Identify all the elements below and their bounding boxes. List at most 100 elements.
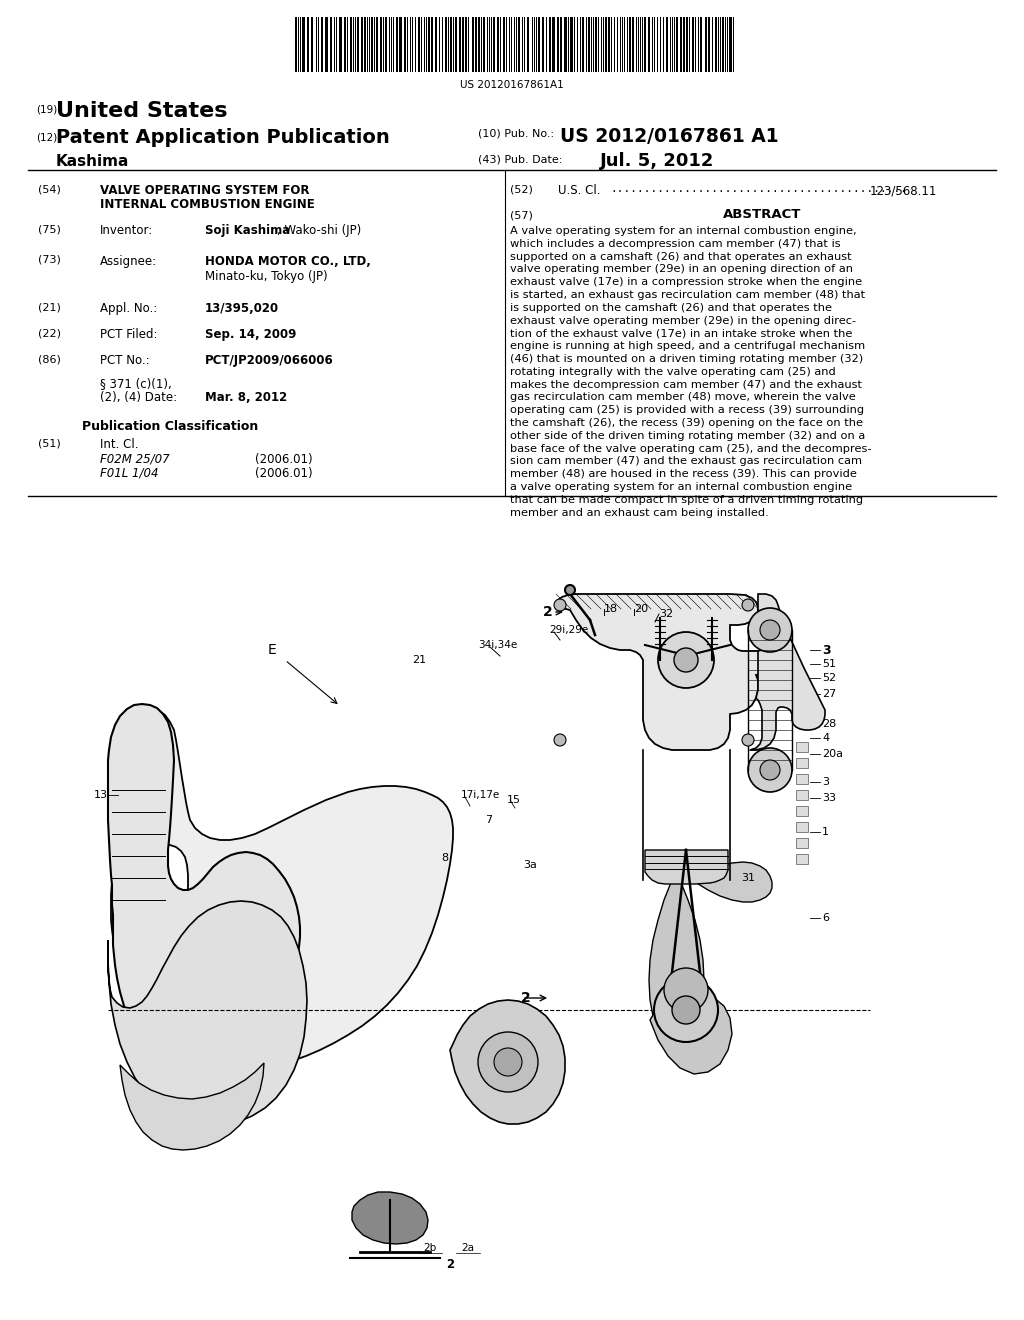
Text: Minato-ku, Tokyo (JP): Minato-ku, Tokyo (JP): [205, 271, 328, 282]
Text: 2a: 2a: [462, 1243, 474, 1253]
Bar: [493, 17, 495, 73]
Polygon shape: [352, 1192, 428, 1243]
Bar: [385, 17, 387, 73]
Bar: [440, 17, 442, 73]
Bar: [512, 17, 514, 73]
Text: (12): (12): [36, 132, 57, 143]
Bar: [668, 17, 670, 73]
Bar: [655, 17, 657, 73]
Text: (2006.01): (2006.01): [255, 467, 312, 480]
Bar: [658, 17, 660, 73]
Bar: [584, 17, 586, 73]
Bar: [540, 17, 542, 73]
Circle shape: [742, 599, 754, 611]
Circle shape: [565, 585, 575, 595]
Bar: [404, 17, 406, 73]
Text: member and an exhaust cam being installed.: member and an exhaust cam being installe…: [510, 508, 769, 517]
Text: Jul. 5, 2012: Jul. 5, 2012: [600, 152, 715, 170]
Bar: [549, 17, 551, 73]
Text: 3: 3: [822, 644, 830, 656]
Text: 28: 28: [822, 719, 837, 729]
Bar: [399, 17, 402, 73]
Text: Assignee:: Assignee:: [100, 255, 157, 268]
Text: 7: 7: [485, 814, 493, 825]
Bar: [662, 17, 663, 73]
Text: operating cam (25) is provided with a recess (39) surrounding: operating cam (25) is provided with a re…: [510, 405, 864, 416]
Bar: [457, 17, 459, 73]
Text: (22): (22): [38, 327, 61, 338]
Polygon shape: [120, 1063, 264, 1150]
Bar: [478, 17, 480, 73]
Text: 4: 4: [822, 733, 829, 743]
Text: (21): (21): [38, 302, 60, 312]
Bar: [359, 17, 361, 73]
Polygon shape: [450, 1001, 565, 1125]
Text: 8: 8: [441, 853, 449, 863]
Circle shape: [654, 978, 718, 1041]
Bar: [696, 17, 698, 73]
Bar: [796, 838, 808, 847]
Bar: [538, 17, 540, 73]
Bar: [618, 17, 620, 73]
Bar: [344, 17, 346, 73]
Text: 32: 32: [659, 609, 673, 619]
Text: 29i,29e: 29i,29e: [549, 624, 588, 635]
Bar: [544, 17, 546, 73]
Circle shape: [748, 748, 792, 792]
Text: United States: United States: [56, 102, 227, 121]
Bar: [562, 17, 564, 73]
Text: PCT/JP2009/066006: PCT/JP2009/066006: [205, 354, 334, 367]
Bar: [634, 17, 636, 73]
Bar: [472, 17, 474, 73]
Text: INTERNAL COMBUSTION ENGINE: INTERNAL COMBUSTION ENGINE: [100, 198, 314, 211]
Bar: [520, 17, 522, 73]
Bar: [676, 17, 678, 73]
Text: 34i,34e: 34i,34e: [478, 640, 517, 649]
Bar: [465, 17, 467, 73]
Text: 27: 27: [822, 689, 837, 700]
Bar: [629, 17, 631, 73]
Bar: [350, 17, 352, 73]
Text: (2), (4) Date:: (2), (4) Date:: [100, 391, 177, 404]
Bar: [608, 17, 610, 73]
Text: PCT Filed:: PCT Filed:: [100, 327, 158, 341]
Bar: [542, 17, 544, 73]
Text: 3: 3: [822, 777, 829, 787]
Bar: [332, 17, 334, 73]
Bar: [357, 17, 359, 73]
Bar: [615, 17, 617, 73]
Text: ABSTRACT: ABSTRACT: [723, 209, 801, 220]
Bar: [729, 17, 732, 73]
Bar: [462, 17, 464, 73]
Bar: [666, 17, 668, 73]
Text: (10) Pub. No.:: (10) Pub. No.:: [478, 128, 554, 139]
Text: is supported on the camshaft (26) and that operates the: is supported on the camshaft (26) and th…: [510, 302, 831, 313]
Text: US 20120167861A1: US 20120167861A1: [460, 81, 564, 90]
Bar: [433, 17, 435, 73]
Bar: [650, 17, 652, 73]
Polygon shape: [556, 594, 769, 750]
Bar: [307, 17, 309, 73]
Text: Patent Application Publication: Patent Application Publication: [56, 128, 390, 147]
Bar: [311, 17, 313, 73]
Bar: [325, 17, 328, 73]
Bar: [431, 17, 433, 73]
Bar: [378, 17, 380, 73]
Text: 21: 21: [412, 655, 426, 665]
Bar: [692, 17, 694, 73]
Text: F01L 1/04: F01L 1/04: [100, 467, 159, 480]
Bar: [582, 17, 584, 73]
Text: 13: 13: [94, 789, 108, 800]
Bar: [722, 17, 724, 73]
Polygon shape: [645, 850, 728, 884]
Text: 2: 2: [521, 991, 530, 1005]
Text: other side of the driven timing rotating member (32) and on a: other side of the driven timing rotating…: [510, 430, 865, 441]
Text: Int. Cl.: Int. Cl.: [100, 438, 138, 451]
Text: 2: 2: [445, 1258, 454, 1271]
Bar: [342, 17, 344, 73]
Polygon shape: [111, 708, 453, 1067]
Bar: [348, 17, 350, 73]
Text: 51: 51: [822, 659, 836, 669]
Bar: [796, 822, 808, 832]
Text: Soji Kashima: Soji Kashima: [205, 224, 290, 238]
